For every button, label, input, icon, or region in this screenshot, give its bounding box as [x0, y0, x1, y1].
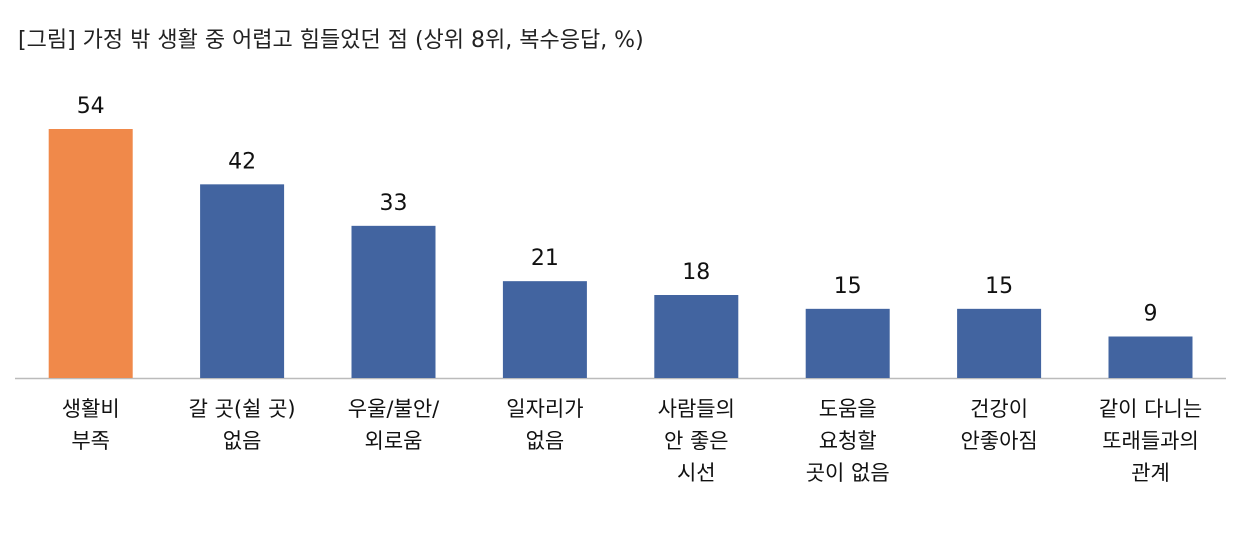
x-tick-label: 우울/불안/ 외로움: [347, 397, 440, 453]
bar: [654, 295, 739, 378]
bar: [805, 308, 890, 378]
x-tick-label: 건강이 안좋아짐: [960, 397, 1038, 453]
bar: [957, 308, 1042, 378]
bar: [351, 225, 436, 378]
value-label: 18: [682, 260, 710, 285]
value-label: 54: [77, 94, 105, 119]
value-label: 42: [228, 149, 256, 174]
bar: [1108, 336, 1193, 378]
bar: [48, 129, 133, 378]
value-label: 9: [1144, 302, 1158, 327]
x-tick-label: 사람들의 안 좋은 시선: [657, 397, 735, 485]
x-tick-label: 도움을 요청할 곳이 없음: [805, 397, 890, 485]
value-label: 21: [531, 246, 559, 271]
x-tick-label: 생활비 부족: [61, 397, 120, 453]
bar: [502, 281, 587, 378]
value-label: 33: [380, 191, 408, 216]
chart-title: [그림] 가정 밖 생활 중 어렵고 힘들었던 점 (상위 8위, 복수응답, …: [18, 28, 644, 53]
x-tick-label: 갈 곳(쉴 곳) 없음: [188, 397, 296, 453]
value-label: 15: [834, 274, 862, 299]
x-tick-label: 같이 다니는 또래들과의 관계: [1098, 397, 1203, 485]
value-label: 15: [985, 274, 1013, 299]
x-tick-label: 일자리가 없음: [506, 397, 584, 453]
bar: [200, 184, 285, 378]
